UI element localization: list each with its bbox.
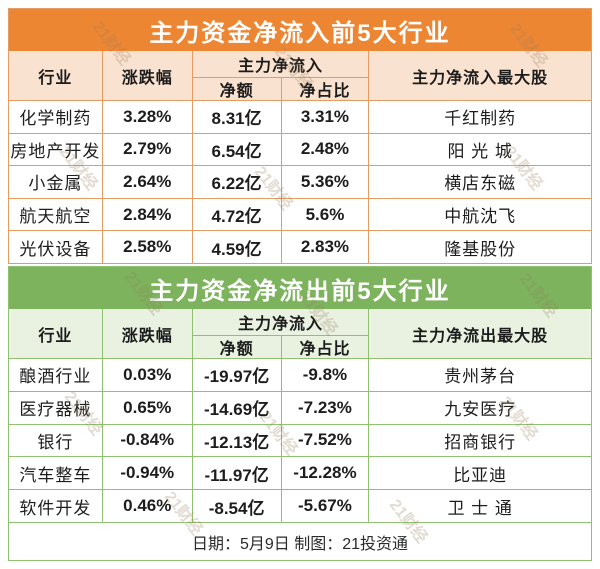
change-cell: 0.46% [101, 490, 192, 522]
header-industry: 行业 [38, 327, 73, 345]
table-row: 化学制药 3.28% 8.31亿 3.31% 千红制药 [9, 100, 591, 133]
header-net-group: 主力净流入 [191, 51, 369, 77]
top-stock-cell: 招商银行 [368, 424, 591, 457]
industry-cell: 光伏设备 [19, 239, 92, 259]
table-row: 小金属 2.64% 6.22亿 5.36% 横店东磁 [9, 165, 591, 198]
outflow-table-header: 行业 涨跌幅 主力净流入 净额 净占比 主力净流出最大股 [9, 309, 591, 358]
industry-cell: 航天航空 [19, 207, 92, 227]
top-stock-cell: 九安医疗 [368, 391, 591, 424]
net-amount-cell: 4.59亿 [191, 231, 281, 263]
table-row: 医疗器械 0.65% -14.69亿 -7.23% 九安医疗 [9, 390, 591, 424]
net-amount-cell: -12.13亿 [191, 424, 281, 457]
table-row: 软件开发 0.46% -8.54亿 -5.67% 卫 士 通 [9, 489, 591, 522]
industry-cell: 房地产开发 [10, 141, 101, 161]
net-ratio-cell: 5.6% [280, 198, 369, 231]
table-row: 房地产开发 2.79% 6.54亿 2.48% 阳 光 城 [9, 132, 591, 166]
header-top-stock: 主力净流出最大股 [368, 309, 591, 358]
inflow-table-title: 主力资金净流入前5大行业 [9, 9, 591, 51]
change-cell: 3.28% [101, 101, 192, 133]
industry-cell: 化学制药 [19, 109, 92, 129]
table-row: 酿酒行业 0.03% -19.97亿 -9.8% 贵州茅台 [9, 358, 591, 391]
header-change: 涨跌幅 [101, 51, 192, 100]
inflow-table: 主力资金净流入前5大行业 行业 涨跌幅 主力净流入 净额 净占比 主力净流入最大… [8, 8, 592, 264]
outflow-table-body: 酿酒行业 0.03% -19.97亿 -9.8% 贵州茅台 医疗器械 0.65%… [9, 358, 591, 522]
change-cell: 0.03% [101, 359, 192, 391]
industry-cell: 银行 [37, 432, 74, 452]
top-stock-cell: 阳 光 城 [368, 133, 591, 166]
top-stock-cell: 中航沈飞 [368, 198, 591, 231]
net-ratio-cell: 5.36% [280, 166, 369, 198]
table-row: 汽车整车 -0.94% -11.97亿 -12.28% 比亚迪 [9, 456, 591, 490]
top-stock-cell: 千红制药 [368, 101, 591, 133]
net-ratio-cell: -7.23% [280, 391, 369, 424]
top-stock-cell: 比亚迪 [368, 457, 591, 490]
header-net-ratio: 净占比 [280, 335, 369, 358]
change-cell: 2.58% [101, 231, 192, 263]
header-top-stock: 主力净流入最大股 [368, 51, 591, 100]
header-industry: 行业 [38, 69, 73, 87]
net-ratio-cell: -5.67% [280, 490, 369, 522]
header-net-amount: 净额 [191, 77, 281, 100]
change-cell: 2.84% [101, 198, 192, 231]
net-amount-cell: 6.22亿 [191, 166, 281, 198]
change-cell: 2.79% [101, 133, 192, 166]
table-row: 光伏设备 2.58% 4.59亿 2.83% 隆基股份 [9, 230, 591, 263]
header-net-group: 主力净流入 [191, 309, 369, 335]
header-net-amount: 净额 [191, 335, 281, 358]
net-amount-cell: -14.69亿 [191, 391, 281, 424]
header-change: 涨跌幅 [101, 309, 192, 358]
top-stock-cell: 卫 士 通 [368, 490, 591, 522]
net-ratio-cell: 2.83% [280, 231, 369, 263]
industry-cell: 医疗器械 [19, 400, 92, 420]
top-stock-cell: 横店东磁 [368, 166, 591, 198]
top-stock-cell: 贵州茅台 [368, 359, 591, 391]
industry-cell: 软件开发 [19, 498, 92, 518]
outflow-table-title: 主力资金净流出前5大行业 [9, 267, 591, 309]
net-ratio-cell: 3.31% [280, 101, 369, 133]
industry-cell: 酿酒行业 [19, 367, 92, 387]
table-row: 银行 -0.84% -12.13亿 -7.52% 招商银行 [9, 423, 591, 457]
net-ratio-cell: -7.52% [280, 424, 369, 457]
net-amount-cell: -19.97亿 [191, 359, 281, 391]
net-amount-cell: -11.97亿 [191, 457, 281, 490]
net-ratio-cell: -12.28% [280, 457, 369, 490]
industry-cell: 汽车整车 [19, 465, 92, 485]
net-amount-cell: -8.54亿 [191, 490, 281, 522]
net-ratio-cell: -9.8% [280, 359, 369, 391]
net-amount-cell: 8.31亿 [191, 101, 281, 133]
outflow-table: 主力资金净流出前5大行业 行业 涨跌幅 主力净流入 净额 净占比 主力净流出最大… [8, 266, 592, 561]
table-row: 航天航空 2.84% 4.72亿 5.6% 中航沈飞 [9, 197, 591, 231]
industry-cell: 小金属 [28, 174, 83, 194]
top-stock-cell: 隆基股份 [368, 231, 591, 263]
net-amount-cell: 4.72亿 [191, 198, 281, 231]
net-amount-cell: 6.54亿 [191, 133, 281, 166]
source-footer: 日期：5月9日 制图：21投资通 [9, 522, 591, 560]
change-cell: -0.94% [101, 457, 192, 490]
change-cell: 0.65% [101, 391, 192, 424]
change-cell: -0.84% [101, 424, 192, 457]
header-net-ratio: 净占比 [280, 77, 369, 100]
net-ratio-cell: 2.48% [280, 133, 369, 166]
inflow-table-body: 化学制药 3.28% 8.31亿 3.31% 千红制药 房地产开发 2.79% … [9, 100, 591, 263]
change-cell: 2.64% [101, 166, 192, 198]
inflow-table-header: 行业 涨跌幅 主力净流入 净额 净占比 主力净流入最大股 [9, 51, 591, 100]
